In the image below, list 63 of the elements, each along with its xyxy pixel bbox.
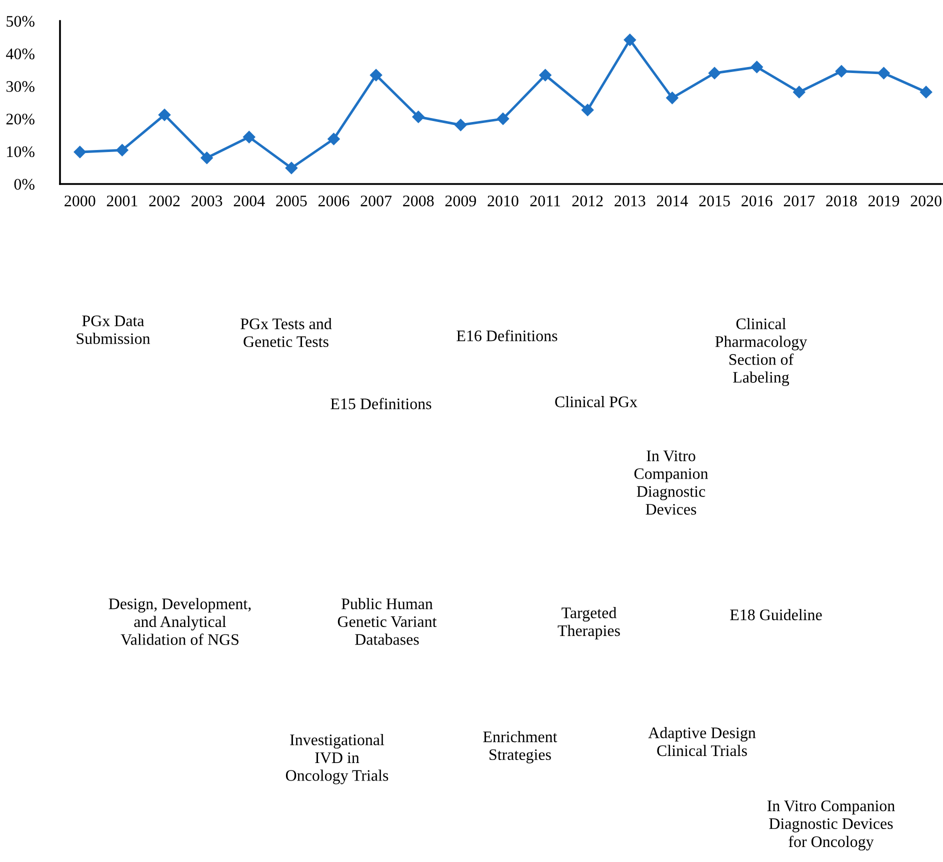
x-tick-label: 2020 [910,196,942,206]
x-tick-label: 2015 [699,196,730,206]
x-tick-label: 2000 [64,196,96,206]
x-tick-label: 2001 [106,196,138,206]
text: Clinical PGx [555,396,638,408]
text: Design, Development, and Analytical Validation of NGS [108,598,251,646]
x-tick-label: 2019 [868,196,900,206]
point [624,34,636,46]
text: In Vitro Companion Diagnostic Devices [634,450,708,515]
x-tick-label: 2012 [572,196,603,206]
y-tick-label: 50% [6,16,34,27]
point [920,86,932,98]
point [496,112,510,125]
text: Adaptive Design Clinical Trials [648,727,756,756]
x-tick-label: 2003 [192,196,222,206]
text: Enrichment Strategies [483,731,558,764]
x-tick-label: 2005 [276,196,307,206]
point [243,130,256,144]
text: Targeted Therapies [558,607,620,640]
point [582,104,594,116]
x-tick-label: 2011 [530,196,560,206]
point [750,60,763,74]
point [666,92,678,104]
x-tick-label: 2007 [360,196,392,206]
text: Investigational IVD in Oncology Trials [286,734,388,784]
point [285,162,298,174]
text: Clinical Pharmacology Section of Labeling [715,318,808,386]
y-tick-label: 30% [6,81,34,92]
x-tick-label: 2017 [784,196,815,206]
point [158,108,171,121]
text: Public Human Genetic Variant Databases [338,598,437,645]
point [454,118,467,132]
point [835,65,848,78]
point [793,86,806,98]
x-tick-label: 2004 [234,196,265,206]
text: PGx Data Submission [76,316,150,344]
text: E15 Definitions [330,398,432,410]
point [708,67,721,80]
y-tick-label: 0% [14,178,34,190]
y-tick-label: 40% [6,48,34,60]
x-tick-label: 2013 [614,196,646,206]
x-tick-label: 2009 [445,196,476,206]
point [370,69,382,82]
x-tick-label: 2008 [403,196,434,206]
point [412,110,424,123]
point [74,146,86,158]
x-tick-label: 2010 [488,196,518,206]
text: PGx Tests and Genetic Tests [240,318,332,348]
x-tick-label: 2016 [742,196,772,206]
text: E16 Definitions [456,330,558,342]
x-tick-label: 2006 [318,196,350,206]
point [116,144,128,156]
point [878,67,890,80]
point [328,132,340,146]
x-tick-label: 2014 [656,196,688,206]
text: E18 Guideline [730,609,822,620]
point [539,69,552,82]
y-tick-label: 10% [7,146,34,158]
x-tick-label: 2018 [826,196,857,206]
y-tick-label: 20% [6,114,34,125]
point [200,152,213,164]
x-tick-label: 2002 [149,196,180,206]
text: In Vitro Companion Diagnostic Devices for Oncology [767,800,895,850]
